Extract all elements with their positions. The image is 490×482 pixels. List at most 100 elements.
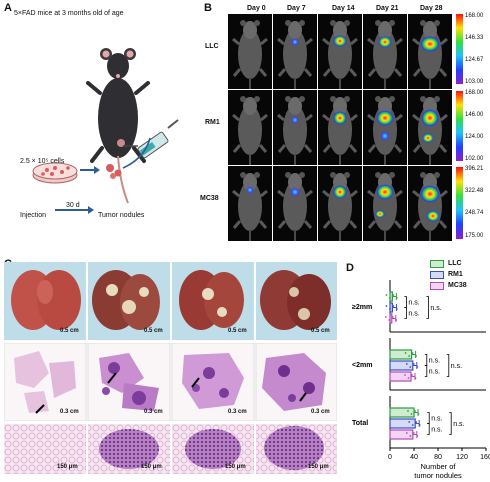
data-point [415,355,417,357]
data-point [405,432,408,434]
panel-a-label: A [4,2,12,14]
ns-label: n.s. [431,427,442,434]
tumor-nodule-bar-chart: ≥2mm n.s. n.s. n.s. <2mm n.s. n.s. n.s. Total n.s… [352,280,490,480]
bar-rm1 [389,418,416,429]
gross-scale-2: 0.5 cm [144,328,163,334]
ns-label: n.s. [429,358,440,365]
chart-legend: LLC RM1 MC38 [430,258,467,291]
tumor-nodules-label: Tumor nodules [98,212,145,219]
significance-bracket [404,307,407,319]
day-14-header: Day 14 [332,5,355,12]
row-label-rm1: RM1 [205,119,220,126]
mc38-scale-3: 248.74 [465,210,484,216]
legend-label-rm1: RM1 [448,271,463,278]
rm1-scale-2: 146.00 [465,112,484,118]
colorbar-rm1 [456,91,463,161]
bar-mc38 [389,313,393,324]
ns-label: n.s. [451,363,462,370]
colorbar-llc [456,14,463,84]
x-tick-label: 80 [434,454,442,461]
row-label-mc38: MC38 [200,195,219,202]
micrograph-row [4,424,337,474]
significance-bracket [427,412,430,424]
rm1-scale-3: 124.00 [465,134,484,140]
data-point [404,352,407,354]
significance-bracket [404,296,407,308]
significance-bracket [426,296,429,319]
bar-rm1 [389,360,414,371]
bar-llc [389,291,393,302]
data-point [404,374,406,376]
gross-scale-3: 0.5 cm [228,328,247,334]
legend-swatch-rm1 [430,270,444,279]
mouse-imaging-panels [228,14,454,242]
data-point [392,294,395,296]
ns-label: n.s. [408,311,419,318]
bar-rm1 [389,302,393,313]
significance-bracket [449,412,452,435]
data-point [405,363,408,365]
significance-bracket [424,354,428,366]
rm1-scale-1: 168.00 [465,90,484,96]
mc38-scale-4: 175.00 [465,233,484,239]
gross-scale-4: 0.5 cm [311,328,330,334]
bioluminescence-grid [228,14,454,242]
category-label: ≥2mm [352,304,372,311]
x-axis-label: tumor nodules [414,471,462,480]
data-point [389,308,391,310]
ns-label: n.s. [408,300,419,307]
data-point [414,410,416,412]
mouse-illustration [86,48,150,204]
data-point [412,363,415,365]
data-point [409,366,412,368]
ns-label: n.s. [431,416,442,423]
section-scale-3: 0.3 cm [228,409,247,415]
data-point [384,316,387,318]
significance-bracket [424,365,428,377]
day-28-header: Day 28 [420,5,443,12]
panel-d-label: D [346,262,354,274]
data-point [388,319,391,321]
day-21-header: Day 21 [376,5,399,12]
data-point [396,297,398,299]
data-point [408,355,410,357]
data-point [407,410,409,412]
ns-label: n.s. [429,369,440,376]
data-point [392,305,395,307]
micro-scale-4: 150 μm [308,464,329,470]
data-point [411,374,413,376]
mc38-scale-1: 396.21 [465,166,484,172]
ns-label: n.s. [453,421,464,428]
data-point [418,424,421,426]
data-point [407,377,410,379]
legend-swatch-mc38 [430,281,444,290]
gross-scale-1: 0.5 cm [60,328,79,334]
data-point [395,319,398,321]
bar-llc [389,407,415,418]
legend-item-mc38: MC38 [430,280,467,291]
injection-label: Injection [20,212,47,219]
he-section-row [4,343,337,421]
x-tick-label: 120 [456,454,468,461]
mc38-scale-2: 322.48 [465,188,484,194]
data-point [391,316,394,318]
day-0-header: Day 0 [247,5,266,12]
row-label-llc: LLC [205,43,219,50]
days-label: 30 d [66,202,80,209]
day-7-header: Day 7 [287,5,306,12]
legend-item-rm1: RM1 [430,269,467,280]
significance-bracket [427,423,430,435]
data-point [411,352,414,354]
data-point [410,413,413,415]
legend-item-llc: LLC [430,258,467,269]
section-scale-1: 0.3 cm [60,409,79,415]
category-label: <2mm [352,362,372,369]
data-point [417,413,420,415]
cell-count-label: 2.5 × 10⁵ cells [20,158,65,165]
llc-scale-2: 146.33 [465,35,484,41]
ns-label: n.s. [430,305,441,312]
data-point [396,308,398,310]
data-point [385,294,388,296]
section-scale-2: 0.3 cm [144,409,163,415]
data-point [416,366,419,368]
